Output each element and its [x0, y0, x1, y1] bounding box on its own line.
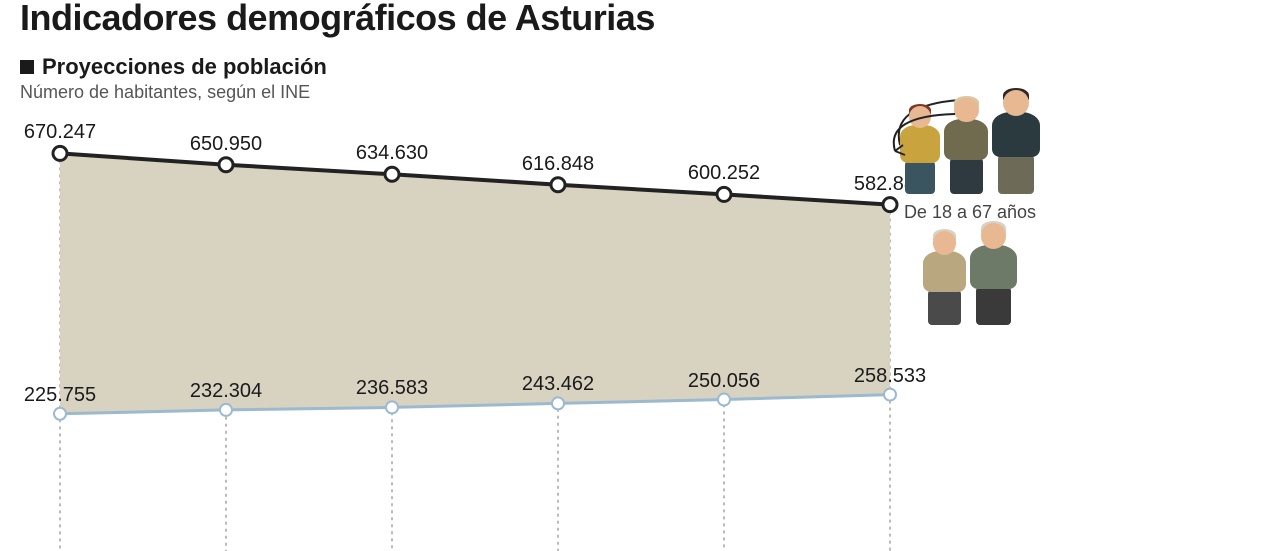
bottom-value-label: 232.304 — [190, 380, 262, 403]
top-value-label: 616.848 — [522, 153, 594, 176]
arrow-bottom-icon — [880, 106, 1060, 156]
subtitle: Proyecciones de población — [42, 54, 327, 80]
top-value-label: 600.252 — [688, 162, 760, 185]
legend-column: De 18 a 67 años — [880, 90, 1060, 327]
top-value-label: 670.247 — [24, 121, 96, 144]
person-icon — [970, 223, 1017, 327]
person-icon — [923, 231, 966, 327]
legend-caption-adults: De 18 a 67 años — [880, 202, 1060, 223]
bottom-value-label: 243.462 — [522, 373, 594, 396]
people-group-elderly — [880, 223, 1060, 327]
top-value-label: 650.950 — [190, 133, 262, 156]
bottom-value-label: 250.056 — [688, 370, 760, 393]
bottom-value-label: 258.533 — [854, 365, 926, 388]
bottom-value-label: 236.583 — [356, 377, 428, 400]
subtitle-row: Proyecciones de población — [20, 54, 1060, 80]
infographic-root: Indicadores demográficos de Asturias Pro… — [0, 0, 1060, 548]
square-bullet-icon — [20, 60, 34, 74]
bottom-value-label: 225.755 — [24, 384, 96, 407]
main-title: Indicadores demográficos de Asturias — [20, 0, 1060, 36]
top-value-label: 634.630 — [356, 142, 428, 165]
